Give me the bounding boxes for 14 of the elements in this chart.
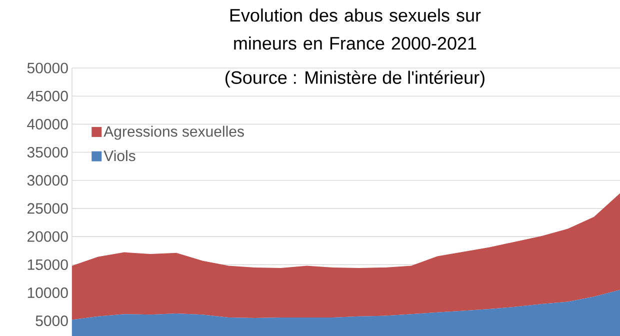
- y-tick-label: 5000: [36, 316, 68, 326]
- chart-title: Evolution des abus sexuels sur mineurs en France 2000-2021: [230, 8, 481, 50]
- y-tick-label: 25000: [28, 203, 68, 214]
- y-tick-label: 50000: [27, 62, 68, 74]
- y-tick-label: 45000: [27, 90, 68, 102]
- y-tick-label: 35000: [27, 146, 68, 158]
- y-tick-label: 40000: [27, 118, 68, 130]
- chart-subtitle: (Source : Ministère de l'intérieur): [226, 70, 484, 88]
- legend-label: Agressions sexuelles: [104, 126, 244, 140]
- y-tick-label: 10000: [28, 287, 68, 298]
- y-tick-label: 15000: [28, 259, 68, 270]
- y-tick-label: 20000: [28, 231, 68, 242]
- y-tick-label: 30000: [27, 175, 68, 186]
- legend-label: Viols: [104, 150, 136, 162]
